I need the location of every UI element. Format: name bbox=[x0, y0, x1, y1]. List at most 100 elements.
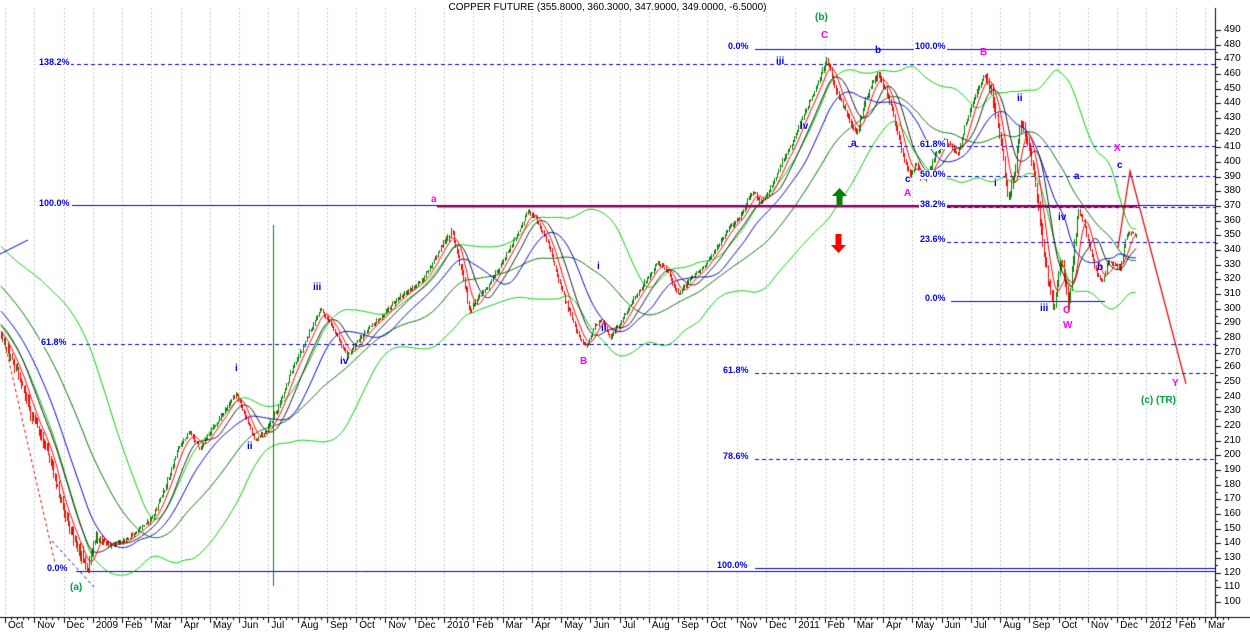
x-axis-month-label: Jul bbox=[622, 620, 636, 631]
wave-label[interactable]: ii bbox=[1017, 93, 1023, 104]
wave-label[interactable]: A bbox=[904, 188, 912, 199]
wave-label[interactable]: C bbox=[1063, 305, 1071, 316]
y-axis-price-label: 470 bbox=[1224, 53, 1241, 65]
wave-label[interactable]: (b) bbox=[815, 12, 828, 23]
y-axis-price-label: 290 bbox=[1224, 317, 1241, 329]
y-axis-price-label: 280 bbox=[1224, 332, 1241, 343]
wave-label[interactable]: ii bbox=[601, 323, 607, 334]
x-axis-month-label: Feb bbox=[827, 620, 845, 631]
y-axis-price-label: 330 bbox=[1224, 258, 1241, 270]
y-axis-price-label: 220 bbox=[1224, 420, 1241, 431]
wave-label[interactable]: c bbox=[1117, 160, 1123, 171]
fib-level-label[interactable]: 100.0% bbox=[914, 41, 947, 51]
x-axis-month-label: May bbox=[564, 620, 583, 631]
x-axis-month-label: 2009 bbox=[95, 620, 119, 631]
y-axis-price-label: 440 bbox=[1224, 97, 1241, 109]
fib-level-label[interactable]: 138.2% bbox=[38, 57, 71, 67]
fib-level-label[interactable]: 23.6% bbox=[919, 234, 947, 244]
y-axis-price-label: 490 bbox=[1224, 24, 1241, 35]
x-axis-month-label: Sep bbox=[681, 620, 699, 631]
wave-label[interactable]: b bbox=[1097, 262, 1104, 273]
wave-label[interactable]: iv bbox=[800, 121, 809, 132]
fib-level-label[interactable]: 100.0% bbox=[38, 198, 71, 208]
x-axis-month-label: Mar bbox=[1207, 620, 1226, 631]
y-axis-price-label: 460 bbox=[1224, 68, 1241, 79]
wave-label[interactable]: c bbox=[905, 174, 911, 185]
x-axis-month-label: Mar bbox=[154, 620, 172, 631]
y-axis-price-label: 170 bbox=[1224, 493, 1241, 505]
y-axis-price-label: 450 bbox=[1224, 82, 1241, 94]
fib-level-label[interactable]: 100.0% bbox=[716, 560, 749, 570]
y-axis-price-label: 310 bbox=[1224, 288, 1241, 299]
wave-label[interactable]: W bbox=[1063, 320, 1073, 331]
x-axis-month-label: Oct bbox=[359, 620, 375, 631]
y-axis-price-label: 230 bbox=[1224, 405, 1241, 417]
y-axis-price-label: 150 bbox=[1224, 522, 1241, 534]
fib-level-label[interactable]: 78.6% bbox=[722, 451, 750, 461]
x-axis-month-label: Oct bbox=[8, 620, 24, 631]
x-axis-month-label: Dec bbox=[66, 620, 85, 631]
x-axis-month-label: Apr bbox=[886, 620, 902, 631]
wave-label[interactable]: (c) (TR) bbox=[1141, 395, 1176, 406]
wave-label[interactable]: X bbox=[1114, 143, 1121, 154]
wave-label[interactable]: Y bbox=[1172, 378, 1179, 389]
y-axis-price-label: 210 bbox=[1224, 434, 1241, 446]
buy-arrow-icon bbox=[832, 188, 847, 207]
y-axis-price-label: 240 bbox=[1224, 390, 1241, 402]
x-axis-month-label: May bbox=[915, 620, 935, 631]
fib-level-label[interactable]: 61.8% bbox=[919, 139, 947, 149]
x-axis-month-label: Aug bbox=[300, 620, 319, 631]
fib-level-label[interactable]: 50.0% bbox=[919, 169, 947, 179]
y-axis-price-label: 410 bbox=[1224, 141, 1241, 153]
wave-label[interactable]: iii bbox=[313, 282, 322, 293]
wave-label[interactable]: i bbox=[597, 261, 600, 272]
y-axis-price-label: 320 bbox=[1224, 273, 1241, 285]
x-axis-month-label: Oct bbox=[710, 620, 726, 631]
fib-level-label[interactable]: 0.0% bbox=[924, 293, 947, 303]
wave-label[interactable]: i bbox=[235, 363, 238, 374]
y-axis-price-label: 160 bbox=[1224, 508, 1241, 519]
x-axis-month-label: Nov bbox=[1090, 620, 1109, 631]
fib-level-label[interactable]: 61.8% bbox=[722, 365, 750, 375]
fib-level-label[interactable]: 0.0% bbox=[46, 563, 69, 573]
wave-label[interactable]: b bbox=[875, 45, 882, 56]
x-axis-month-label: Jun bbox=[944, 620, 961, 631]
wave-label[interactable]: (a) bbox=[70, 582, 83, 593]
x-axis-month-label: 2010 bbox=[447, 620, 470, 631]
wave-label[interactable]: C bbox=[821, 30, 829, 41]
x-axis-month-label: Aug bbox=[1003, 620, 1021, 631]
x-axis-month-label: Apr bbox=[534, 620, 551, 631]
y-axis-price-label: 250 bbox=[1224, 376, 1241, 387]
x-axis-month-label: Dec bbox=[768, 620, 787, 631]
wave-label[interactable]: a bbox=[851, 138, 857, 149]
x-axis-month-label: Sep bbox=[1032, 620, 1051, 631]
x-axis-month-label: Feb bbox=[476, 620, 494, 631]
y-axis-price-label: 100 bbox=[1224, 596, 1241, 607]
wave-label[interactable]: iv bbox=[1058, 212, 1067, 223]
wave-label[interactable]: B bbox=[580, 356, 588, 367]
wave-label[interactable]: a bbox=[1074, 171, 1080, 182]
x-axis-month-label: May bbox=[212, 620, 232, 631]
x-axis-month-label: Apr bbox=[183, 620, 200, 631]
x-axis-month-label: Jun bbox=[593, 620, 610, 631]
fib-level-label[interactable]: 38.2% bbox=[919, 199, 947, 209]
wave-label[interactable]: iii bbox=[1040, 303, 1049, 314]
y-axis-price-label: 180 bbox=[1224, 478, 1241, 490]
x-axis-month-label: Mar bbox=[856, 620, 874, 631]
wave-label[interactable]: i bbox=[994, 178, 997, 189]
wave-label[interactable]: iii bbox=[776, 56, 785, 67]
y-axis-price-label: 270 bbox=[1224, 346, 1241, 358]
y-axis-price-label: 350 bbox=[1224, 229, 1241, 241]
fib-level-label[interactable]: 61.8% bbox=[40, 337, 68, 347]
wave-label[interactable]: a bbox=[431, 194, 437, 205]
y-axis-price-label: 120 bbox=[1224, 566, 1241, 578]
fib-level-label[interactable]: 0.0% bbox=[727, 41, 750, 51]
wave-label[interactable]: iv bbox=[340, 356, 349, 367]
wave-label[interactable]: ii bbox=[247, 441, 253, 452]
x-axis-month-label: Aug bbox=[651, 620, 670, 631]
y-axis-price-label: 420 bbox=[1224, 126, 1241, 138]
wave-label[interactable]: B bbox=[980, 47, 988, 58]
x-axis-month-label: Nov bbox=[739, 620, 758, 631]
y-axis-price-label: 110 bbox=[1224, 581, 1240, 593]
